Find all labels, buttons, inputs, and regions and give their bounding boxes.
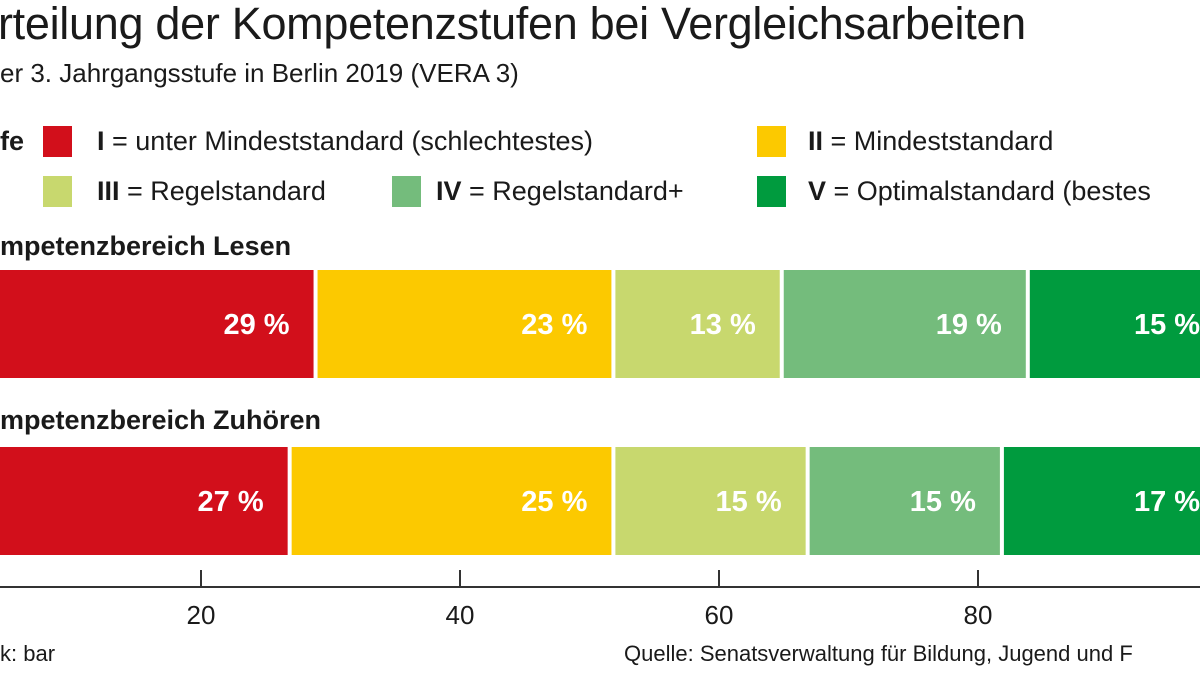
x-tick-label: 40 bbox=[446, 600, 475, 630]
legend-item-iv: IV = Regelstandard+ bbox=[436, 176, 684, 207]
legend-text: = Mindeststandard bbox=[823, 126, 1054, 156]
legend-swatch-iv bbox=[392, 176, 421, 207]
x-tick-label: 20 bbox=[187, 600, 216, 630]
legend-key: II bbox=[808, 126, 824, 156]
legend-swatch-v bbox=[757, 176, 786, 207]
x-tick-label: 80 bbox=[964, 600, 993, 630]
data-label: 13 % bbox=[690, 309, 756, 341]
data-label: 19 % bbox=[936, 309, 1002, 341]
source: Quelle: Senatsverwaltung für Bildung, Ju… bbox=[624, 641, 1133, 666]
legend-text: = Regelstandard bbox=[119, 176, 326, 206]
chart-subtitle: er 3. Jahrgangsstufe in Berlin 2019 (VER… bbox=[0, 58, 519, 88]
legend-text: = Optimalstandard (bestes bbox=[826, 176, 1151, 206]
data-label: 25 % bbox=[521, 486, 587, 518]
legend-item-iii: III = Regelstandard bbox=[97, 176, 326, 207]
bar-segment bbox=[0, 270, 314, 378]
data-label: 17 % bbox=[1134, 486, 1200, 518]
legend-label: fe bbox=[0, 126, 25, 156]
data-label: 27 % bbox=[198, 486, 264, 518]
group-label-lesen: mpetenzbereich Lesen bbox=[0, 231, 292, 261]
bar-segment bbox=[291, 447, 612, 555]
legend-key: III bbox=[97, 176, 120, 206]
legend-swatch-i bbox=[43, 126, 72, 157]
legend-key: V bbox=[808, 176, 827, 206]
bar-segment bbox=[615, 270, 780, 378]
group-label-zuhoeren: mpetenzbereich Zuhören bbox=[0, 405, 322, 435]
bar-segment bbox=[317, 270, 612, 378]
bar-segment bbox=[1029, 270, 1200, 378]
legend-text: = Regelstandard+ bbox=[461, 176, 684, 206]
legend-item-v: V = Optimalstandard (bestes bbox=[808, 176, 1151, 207]
legend-item-ii: II = Mindeststandard bbox=[808, 126, 1053, 157]
legend-key: I bbox=[97, 126, 105, 156]
x-tick-label: 60 bbox=[705, 600, 734, 630]
data-label: 15 % bbox=[910, 486, 976, 518]
data-label: 15 % bbox=[716, 486, 782, 518]
chart-title: rteilung der Kompetenzstufen bei Verglei… bbox=[0, 0, 1026, 49]
bar-segment bbox=[809, 447, 1000, 555]
bar-segment bbox=[783, 270, 1026, 378]
data-label: 29 % bbox=[223, 309, 289, 341]
data-label: 23 % bbox=[521, 309, 587, 341]
bar-segment bbox=[615, 447, 806, 555]
data-label: 15 % bbox=[1134, 309, 1200, 341]
bar-segment bbox=[1003, 447, 1200, 555]
bar-segment bbox=[0, 447, 288, 555]
legend-item-i: I = unter Mindeststandard (schlechtestes… bbox=[97, 126, 593, 157]
credit: k: bar bbox=[0, 641, 56, 666]
legend-text: = unter Mindeststandard (schlechtestes) bbox=[104, 126, 594, 156]
legend-swatch-iii bbox=[43, 176, 72, 207]
legend-swatch-ii bbox=[757, 126, 786, 157]
legend-key: IV bbox=[436, 176, 462, 206]
